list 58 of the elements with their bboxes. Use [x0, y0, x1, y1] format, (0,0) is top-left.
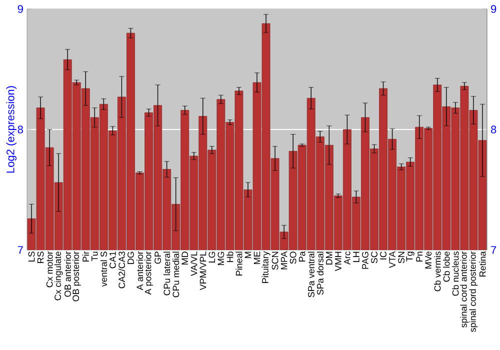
x-tick-label: ME: [254, 252, 260, 264]
x-tick-label: Pineal: [236, 252, 242, 276]
x-tick-label: spinal cord anterior: [460, 251, 469, 328]
x-tick-label: CPu medial: [172, 252, 180, 298]
x-tick-label: CPu lateral: [164, 252, 170, 296]
y2-tick-label: 9: [491, 5, 496, 13]
x-tick-label: VA/VL: [190, 251, 198, 276]
x-tick-label: MD: [182, 252, 188, 264]
x-tick-label: SC: [371, 252, 378, 264]
x-tick-label: Cb lobe: [443, 252, 450, 282]
x-tick-label: SN: [398, 252, 404, 264]
x-tick-label: A posterior: [144, 251, 153, 295]
x-tick-label: Cb vermis: [434, 252, 441, 292]
x-tick-label: MPA: [280, 251, 288, 270]
x-tick-label: CA2/CA3: [118, 252, 126, 288]
x-tick-label: LH: [353, 252, 360, 262]
x-tick-label: RS: [37, 252, 44, 263]
x-tick-label: MVe: [425, 252, 432, 268]
x-tick-label: OB posterior: [72, 251, 81, 302]
x-tick-label: OB anterior: [64, 251, 71, 297]
x-tick-label: Pa: [298, 251, 306, 262]
x-tick-label: SCN: [272, 252, 278, 270]
x-tick-label: SO: [290, 252, 296, 264]
x-tick-label: Pn: [416, 252, 422, 262]
x-tick-label: SPa dorsal: [316, 252, 324, 295]
x-tick-label: Retina: [479, 251, 486, 276]
x-tick-label: VMH: [335, 252, 342, 272]
x-tick-label: Arc: [344, 251, 350, 265]
x-tick-label: GP: [154, 252, 161, 264]
y-tick-label: 7: [18, 246, 23, 254]
x-tick-label: Pir: [82, 251, 89, 262]
x-tick-label: Hb: [226, 252, 234, 262]
x-tick-label: Tg: [406, 252, 414, 262]
x-tick-label: SPa ventral: [308, 252, 314, 298]
x-tick-label: ventral S: [100, 252, 107, 287]
x-tick-label: LG: [208, 252, 216, 262]
x-tick-label: LS: [28, 252, 35, 262]
y-tick-label: 8: [18, 126, 23, 134]
y2-tick-label: 8: [490, 126, 496, 134]
x-tick-label: MG: [218, 252, 224, 265]
x-tick-label: spinal cord posterior: [469, 251, 478, 332]
x-tick-label: PAG: [362, 252, 368, 269]
x-tick-label: Pituitary: [262, 251, 270, 283]
x-tick-label: Cx cingulate: [54, 252, 63, 300]
y-tick-label: 9: [18, 5, 23, 13]
x-tick-label: A anterior: [136, 251, 144, 290]
x-tick-label: IC: [380, 252, 386, 260]
x-tick-label: Cb nucleus: [452, 252, 459, 296]
x-tick-label: Tu: [92, 252, 98, 262]
y2-tick-label: 7: [491, 246, 496, 254]
x-tick-label: Cx motor: [46, 251, 53, 288]
x-tick-label: VPM/VPL: [200, 251, 206, 290]
x-tick-label: DM: [326, 252, 332, 264]
x-tick-label: VTA: [389, 251, 396, 268]
y-axis-title: Log2 (expression): [6, 86, 16, 173]
x-tick-label: DG: [128, 252, 134, 264]
x-tick-label: CA1: [110, 252, 116, 268]
x-tick-label: M: [244, 252, 252, 258]
